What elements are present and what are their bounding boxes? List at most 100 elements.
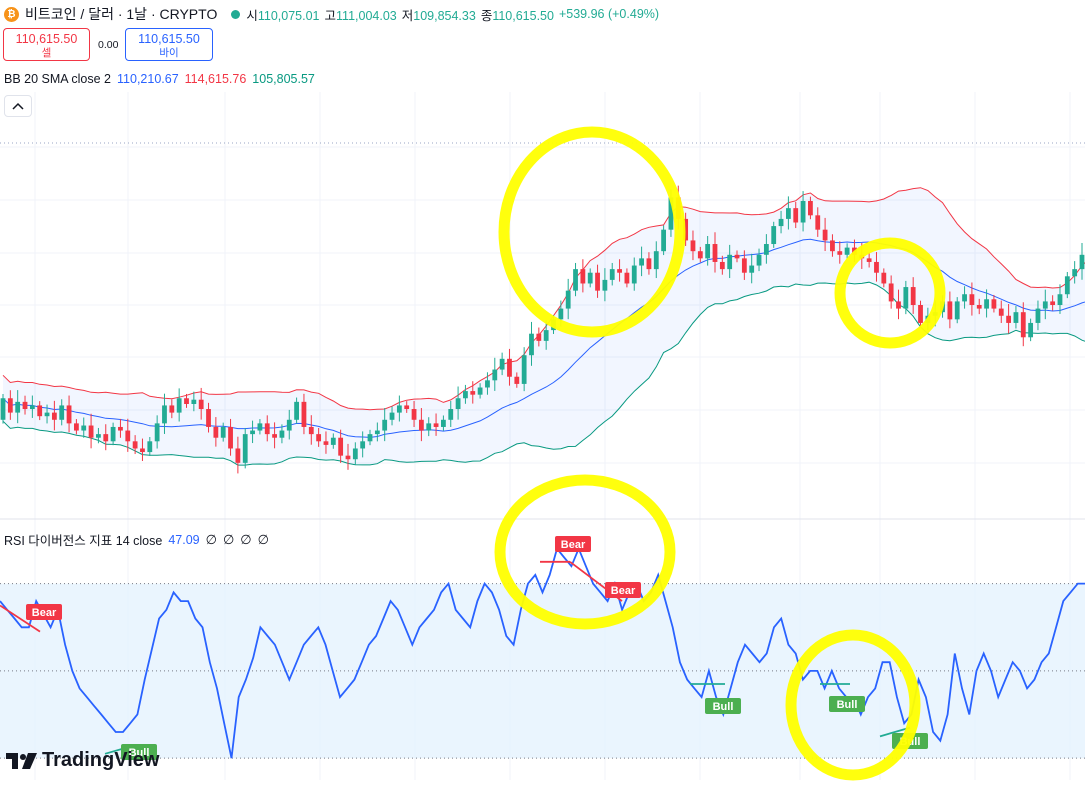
candle-body (250, 430, 255, 435)
bull-label: Bull (837, 699, 858, 711)
candle-body (830, 240, 835, 252)
symbol-header: ₿ 비트코인 / 달러 · 1날 · CRYPTO 시110,075.01 고1… (4, 4, 664, 24)
candle-body (433, 423, 439, 427)
candle-body (22, 401, 28, 410)
bb-legend-title: BB 20 SMA close 2 (4, 72, 112, 86)
candle-body (910, 287, 916, 305)
sell-button[interactable]: 110,615.50 셀 (3, 28, 90, 61)
candle-body (631, 265, 637, 284)
candle-body (741, 258, 747, 273)
divergence-label-box (26, 604, 62, 620)
candle-body (441, 419, 446, 427)
candle-body (969, 294, 975, 305)
bb-upper-value: 114,615.76 (184, 72, 247, 86)
candle-body (96, 434, 101, 438)
candle-body (881, 272, 887, 284)
candle-body (573, 269, 578, 291)
candle-body (308, 426, 314, 435)
candle-body (565, 290, 571, 309)
candle-body (727, 254, 733, 270)
bitcoin-icon: ₿ (4, 6, 19, 22)
sell-price: 110,615.50 (15, 32, 78, 46)
candle-body (529, 333, 534, 356)
price-change: +539.96 (+0.49%) (558, 7, 660, 21)
candle-body (800, 200, 806, 223)
candle-body (661, 229, 667, 252)
candle-body (140, 448, 145, 453)
candle-body (778, 218, 784, 227)
candle-body (521, 355, 527, 384)
candle-body (580, 269, 586, 284)
na-flag-icon: ∅ (222, 531, 235, 547)
candle-body (947, 301, 953, 320)
candle-body (1057, 294, 1063, 305)
candle-body (74, 423, 79, 431)
candle-body (169, 405, 175, 413)
candle-body (404, 405, 410, 410)
candle-body (991, 299, 997, 309)
candle-body (815, 215, 821, 230)
candle-body (286, 419, 292, 431)
bb-band-fill (3, 187, 1085, 466)
highlight-marks (494, 126, 946, 781)
bb-legend[interactable]: BB 20 SMA close 2 110,210.67 114,615.76 … (4, 72, 321, 86)
collapse-legend-button[interactable] (4, 95, 32, 117)
candle-body (477, 387, 483, 395)
candle-body (602, 279, 608, 291)
candle-body (338, 437, 344, 456)
bull-label: Bull (129, 747, 150, 759)
candle-body (272, 434, 277, 438)
candle-body (360, 441, 366, 449)
candle-body (51, 412, 57, 420)
candle-body (587, 272, 593, 284)
candle-body (646, 258, 652, 270)
candle-body (125, 430, 131, 442)
candle-body (888, 283, 894, 302)
tradingview-wordmark: TradingView (42, 749, 160, 771)
candle-body (382, 419, 388, 431)
tradingview-logo-icon (6, 752, 37, 769)
candle-body (771, 226, 777, 245)
candle-body (411, 409, 417, 420)
candle-body (345, 455, 351, 460)
candle-body (88, 425, 94, 438)
na-flag-icon: ∅ (205, 531, 217, 547)
rsi-legend[interactable]: RSI 다이버전스 지표 14 close 47.09 ∅ ∅ ∅ ∅ (4, 530, 275, 549)
candle-body (822, 229, 828, 241)
candle-body (1013, 312, 1019, 323)
bear-label: Bear (32, 607, 57, 619)
divergence-label-box (829, 696, 865, 712)
tradingview-logo[interactable]: TradingView (6, 749, 159, 772)
candle-body (558, 308, 564, 320)
candle-body (756, 254, 762, 266)
candle-body (44, 412, 50, 417)
candle-body (624, 272, 630, 284)
candle-body (191, 399, 197, 404)
candle-body (962, 294, 967, 302)
candle-body (147, 441, 153, 453)
candle-body (903, 287, 909, 309)
candle-body (154, 423, 160, 442)
spread-value: 0.00 (98, 39, 119, 51)
candle-body (7, 398, 13, 413)
candle-body (1035, 308, 1041, 323)
candle-body (29, 405, 35, 410)
candle-body (213, 426, 219, 438)
candle-body (426, 423, 432, 431)
candle-body (132, 441, 138, 449)
candle-body (374, 430, 380, 435)
candle-body (206, 409, 211, 427)
symbol-title[interactable]: 비트코인 / 달러 · 1날 · CRYPTO (25, 6, 218, 22)
candle-body (844, 247, 850, 255)
buy-label: 바이 (159, 47, 179, 59)
candle-body (37, 405, 43, 417)
candle-body (15, 401, 21, 413)
candle-body (808, 200, 813, 216)
ohlc-high: 고111,004.03 (324, 8, 397, 23)
buy-price: 110,615.50 (138, 32, 200, 46)
divergence-line (0, 604, 41, 633)
bear-label: Bear (561, 539, 586, 551)
buy-button[interactable]: 110,615.50 바이 (125, 28, 213, 61)
